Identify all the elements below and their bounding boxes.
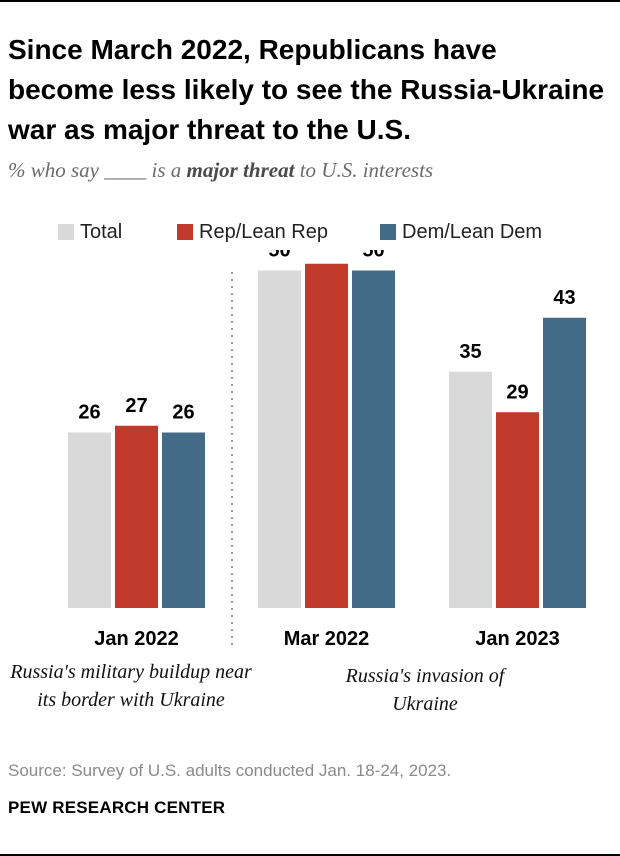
bar-rep-1 [305, 263, 348, 608]
category-label-2: Jan 2023 [475, 628, 560, 650]
chart-subtitle: % who say ____ is a major threat to U.S.… [8, 158, 608, 183]
value-label-total-2: 35 [459, 341, 481, 363]
bar-dem-0 [162, 432, 205, 608]
chart-title: Since March 2022, Republicans have becom… [8, 34, 605, 145]
chart-legend: Total Rep/Lean Rep Dem/Lean Dem [0, 218, 620, 246]
value-label-total-1: 50 [268, 250, 290, 262]
bar-rep-2 [496, 412, 539, 608]
value-label-dem-0: 26 [172, 402, 194, 424]
source-note: Source: Survey of U.S. adults conducted … [8, 761, 452, 780]
legend-item-total: Total [58, 218, 122, 246]
category-label-1: Mar 2022 [284, 628, 370, 650]
legend-item-dem: Dem/Lean Dem [380, 218, 542, 246]
subtitle-emphasis: major threat [186, 158, 295, 182]
legend-label-rep: Rep/Lean Rep [199, 220, 328, 243]
annotation-left: Russia's military buildup near its borde… [10, 661, 252, 711]
value-label-rep-1: 51 [315, 250, 337, 255]
top-rule [0, 0, 620, 2]
brand-logo-text: PEW RESEARCH CENTER [8, 798, 226, 817]
subtitle-suffix: to U.S. interests [299, 158, 434, 182]
value-label-rep-2: 29 [506, 381, 528, 403]
legend-label-dem: Dem/Lean Dem [402, 220, 543, 243]
legend-label-total: Total [80, 220, 123, 243]
bar-dem-1 [352, 270, 395, 608]
legend-swatch-rep [177, 224, 193, 240]
category-label-0: Jan 2022 [94, 628, 179, 650]
annotation-right: Russia's invasion of Ukraine [345, 665, 505, 715]
bar-total-1 [258, 270, 301, 608]
bar-rep-0 [115, 425, 158, 608]
value-label-total-0: 26 [78, 402, 100, 424]
bar-total-0 [68, 432, 111, 608]
bar-chart: 26 27 26 Jan 2022 50 51 50 Mar 2022 35 29 43 Jan 20… [68, 250, 586, 650]
value-label-dem-1: 50 [362, 250, 384, 262]
bottom-rule [0, 854, 620, 856]
subtitle-prefix: % who say ____ is a [8, 158, 182, 182]
legend-item-rep: Rep/Lean Rep [177, 218, 328, 246]
value-label-rep-0: 27 [125, 395, 147, 417]
legend-swatch-dem [380, 224, 396, 240]
bar-dem-2 [543, 317, 586, 608]
legend-swatch-total [58, 224, 74, 240]
value-label-dem-2: 43 [553, 287, 575, 309]
bar-total-2 [449, 371, 492, 608]
